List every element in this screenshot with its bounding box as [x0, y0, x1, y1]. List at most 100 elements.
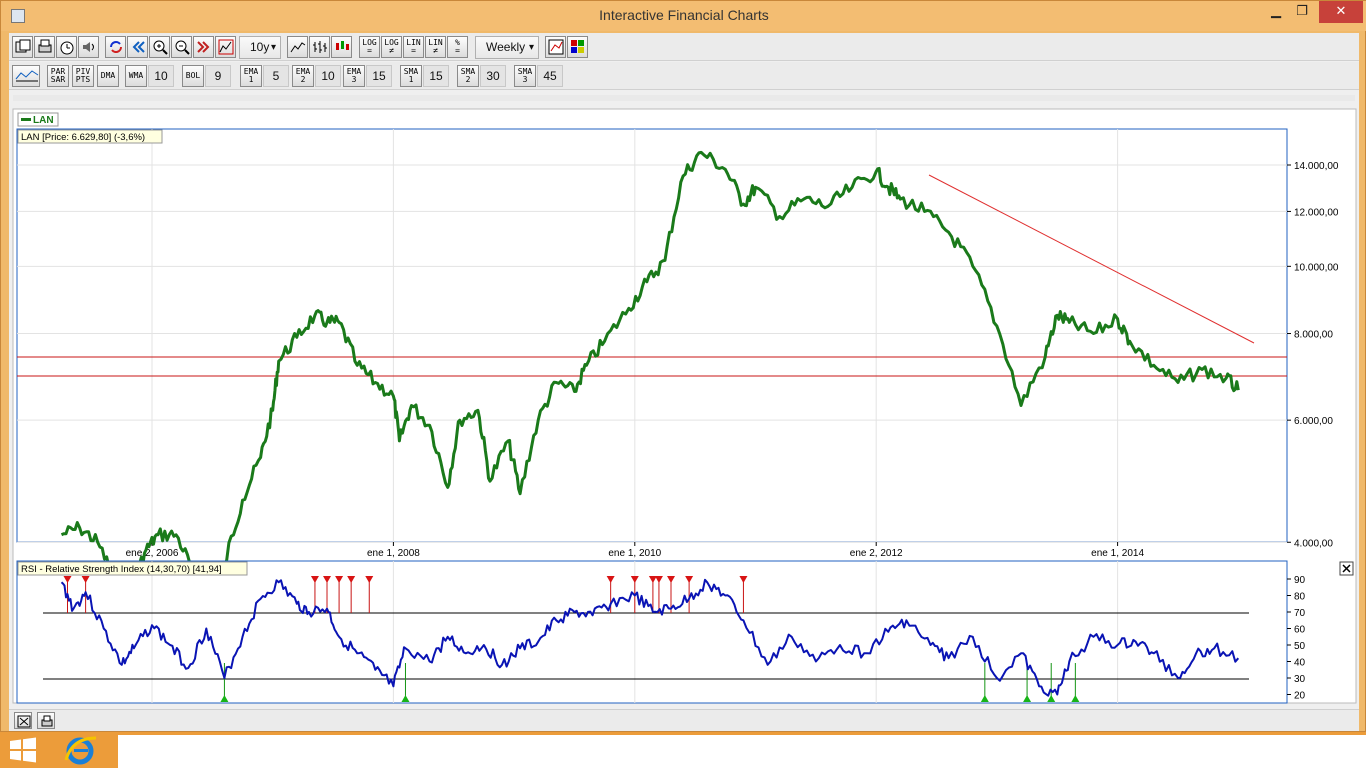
sell-signal-marker	[365, 576, 374, 583]
buy-signal-marker	[220, 695, 229, 702]
price-y-tick-label: 4.000,00	[1294, 538, 1333, 549]
ema2-button[interactable]: EMA 2	[292, 65, 314, 87]
scroll-forward-icon[interactable]	[193, 36, 214, 58]
chart-fit-icon[interactable]	[215, 36, 236, 58]
chart-area[interactable]: LAN LAN [Price: 6.629,80] (-3,6%) 14.000…	[9, 33, 1359, 709]
price-info: LAN [Price: 6.629,80] (-3,6%)	[21, 132, 145, 143]
sell-signal-marker	[606, 576, 615, 583]
buy-signal-marker	[1023, 695, 1032, 702]
ema1-button[interactable]: EMA 1	[240, 65, 262, 87]
zoom-in-icon[interactable]	[149, 36, 170, 58]
price-series-line	[60, 150, 1240, 593]
fit-screen-icon[interactable]	[14, 712, 32, 729]
percent-button[interactable]: % =	[447, 36, 468, 58]
dma-button[interactable]: DMA	[97, 65, 119, 87]
buy-signal-marker	[401, 695, 410, 702]
wma-button[interactable]: WMA	[125, 65, 147, 87]
sma1-button[interactable]: SMA 1	[400, 65, 422, 87]
trend-line[interactable]	[928, 174, 1255, 344]
ema2-period-field[interactable]: 10	[315, 65, 341, 87]
taskbar-blank-area	[118, 735, 1366, 768]
period-select[interactable]: 10y	[239, 36, 281, 59]
ohlc-chart-icon[interactable]	[309, 36, 330, 58]
sell-signal-marker	[685, 576, 694, 583]
wma-period-field[interactable]: 10	[148, 65, 174, 87]
title-bar: Interactive Financial Charts ▁ ❐ ✕	[1, 1, 1366, 31]
price-y-tick-label: 8.000,00	[1294, 330, 1333, 341]
candlestick-chart-icon[interactable]	[331, 36, 352, 58]
par-sar-button[interactable]: PAR SAR	[47, 65, 69, 87]
close-button[interactable]: ✕	[1319, 1, 1363, 23]
legend-lan: LAN	[17, 112, 59, 127]
rsi-y-tick-label: 90	[1294, 575, 1306, 586]
piv-pts-button[interactable]: PIV PTS	[72, 65, 94, 87]
print-icon[interactable]	[34, 36, 55, 58]
rsi-y-tick-label: 70	[1294, 608, 1306, 619]
lin-neq-button[interactable]: LIN ≠	[425, 36, 446, 58]
bol-period-field[interactable]: 9	[205, 65, 231, 87]
compare-chart-icon[interactable]	[12, 65, 40, 87]
ema1-period-field[interactable]: 5	[263, 65, 289, 87]
indicator-chart-icon[interactable]	[545, 36, 566, 58]
price-y-tick-label: 12.000,00	[1294, 207, 1339, 218]
internet-explorer-icon[interactable]	[62, 734, 98, 766]
sell-signal-marker	[739, 576, 748, 583]
sma3-period-field[interactable]: 45	[537, 65, 563, 87]
sell-signal-marker	[630, 576, 639, 583]
rsi-close-icon[interactable]	[1339, 561, 1354, 576]
maximize-button[interactable]: ❐	[1296, 4, 1308, 19]
window-title: Interactive Financial Charts	[599, 7, 769, 23]
price-grid	[17, 129, 1287, 543]
rsi-y-tick-label: 50	[1294, 641, 1306, 652]
ema3-button[interactable]: EMA 3	[343, 65, 365, 87]
log-eq-button[interactable]: LOG =	[359, 36, 380, 58]
interval-select[interactable]: Weekly	[475, 36, 539, 59]
lin-eq-button[interactable]: LIN =	[403, 36, 424, 58]
sell-signal-marker	[81, 576, 90, 583]
rsi-y-tick-label: 80	[1294, 592, 1306, 603]
java-app-icon	[11, 9, 25, 23]
rsi-series-line	[60, 578, 1240, 697]
sell-signal-marker	[648, 576, 657, 583]
color-palette-icon[interactable]	[567, 36, 588, 58]
sma2-period-field[interactable]: 30	[480, 65, 506, 87]
date-x-tick-label: ene 1, 2014	[1091, 548, 1144, 559]
bol-button[interactable]: BOL	[182, 65, 204, 87]
date-x-tick-label: ene 2, 2012	[850, 548, 903, 559]
client-area: 10y LOG = LOG ≠ LIN = LIN ≠ % = Weekly P…	[9, 33, 1359, 731]
price-y-tick-label: 14.000,00	[1294, 161, 1339, 172]
sell-signal-marker	[667, 576, 676, 583]
rsi-info-box	[17, 561, 248, 576]
legend-label: LAN	[33, 115, 54, 126]
sma2-button[interactable]: SMA 2	[457, 65, 479, 87]
date-x-tick-label: ene 2, 2006	[126, 548, 179, 559]
print-preview-icon[interactable]	[37, 712, 55, 729]
zoom-out-icon[interactable]	[171, 36, 192, 58]
refresh-icon[interactable]	[105, 36, 126, 58]
date-x-tick-label: ene 1, 2008	[367, 548, 420, 559]
new-window-icon[interactable]	[12, 36, 33, 58]
sma3-button[interactable]: SMA 3	[514, 65, 536, 87]
log-neq-button[interactable]: LOG ≠	[381, 36, 402, 58]
rsi-info: RSI - Relative Strength Index (14,30,70)…	[21, 564, 222, 575]
line-chart-icon[interactable]	[287, 36, 308, 58]
status-bar	[9, 709, 1359, 731]
sell-signal-marker	[347, 576, 356, 583]
ema3-period-field[interactable]: 15	[366, 65, 392, 87]
sell-signal-marker	[323, 576, 332, 583]
windows-start-icon[interactable]	[8, 736, 38, 764]
sell-signal-marker	[335, 576, 344, 583]
rsi-y-tick-label: 40	[1294, 658, 1306, 669]
rsi-y-axis: 90 80 70 60 50 40 30 20	[1287, 575, 1306, 702]
scroll-back-icon[interactable]	[127, 36, 148, 58]
clock-icon[interactable]	[56, 36, 77, 58]
buy-signal-marker	[1047, 695, 1056, 702]
minimize-button[interactable]: ▁	[1271, 4, 1281, 19]
rsi-y-tick-label: 20	[1294, 691, 1306, 702]
sound-icon[interactable]	[78, 36, 99, 58]
sell-signal-marker	[654, 576, 663, 583]
price-y-axis: 14.000,00 12.000,00 10.000,00 8.000,00 6.000…	[1287, 161, 1339, 549]
sma1-period-field[interactable]: 15	[423, 65, 449, 87]
rsi-y-tick-label: 60	[1294, 625, 1306, 636]
buy-signal-marker	[980, 695, 989, 702]
